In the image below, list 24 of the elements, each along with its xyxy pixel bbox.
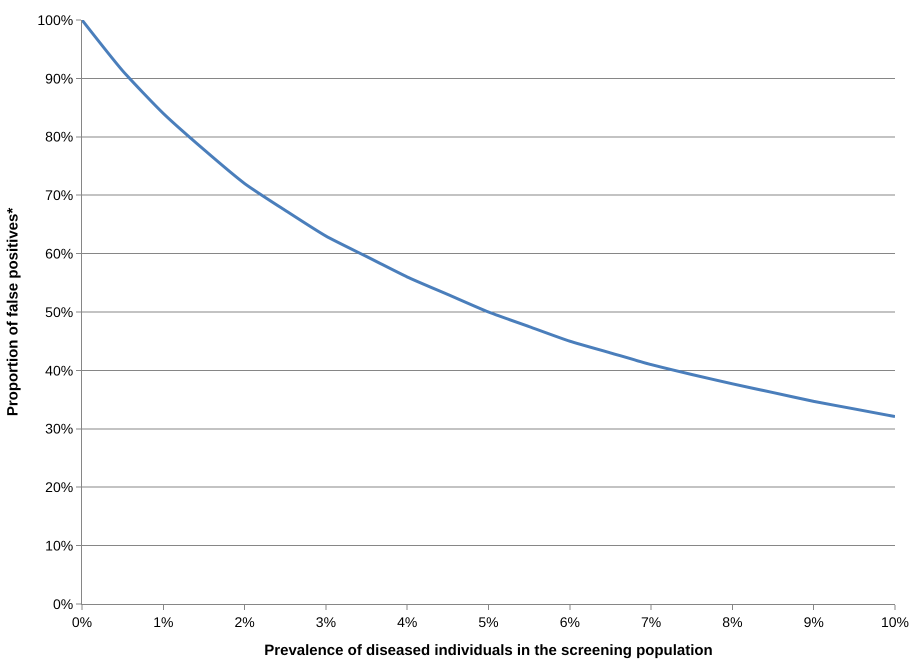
x-axis-title: Prevalence of diseased individuals in the screening population bbox=[264, 642, 713, 659]
y-tick-label: 90% bbox=[45, 70, 74, 86]
x-tick-label: 10% bbox=[880, 614, 910, 630]
x-tick-label: 8% bbox=[722, 614, 743, 630]
x-tick-label: 9% bbox=[804, 614, 824, 630]
y-tick-label: 10% bbox=[45, 538, 74, 554]
x-tick-label: 4% bbox=[397, 614, 418, 630]
x-tick-label: 0% bbox=[72, 614, 92, 630]
x-tick-label: 3% bbox=[316, 614, 336, 630]
y-tick-label: 30% bbox=[45, 420, 74, 437]
x-tick-label: 2% bbox=[234, 614, 255, 630]
y-tick-label: 50% bbox=[45, 304, 74, 320]
x-tick-label: 1% bbox=[153, 614, 174, 630]
y-tick-label: 70% bbox=[45, 187, 74, 204]
y-tick-label: 20% bbox=[45, 479, 74, 496]
y-tick-label: 100% bbox=[37, 12, 74, 28]
y-tick-label: 80% bbox=[45, 128, 74, 145]
y-tick-label: 40% bbox=[45, 362, 74, 378]
x-tick-label: 6% bbox=[560, 614, 580, 630]
y-axis-title: Proportion of false positives* bbox=[4, 208, 22, 416]
x-tick-label: 7% bbox=[640, 614, 662, 630]
y-tick-label: 0% bbox=[52, 596, 74, 612]
y-tick-label: 60% bbox=[45, 246, 74, 262]
x-tick-label: 5% bbox=[478, 614, 499, 630]
